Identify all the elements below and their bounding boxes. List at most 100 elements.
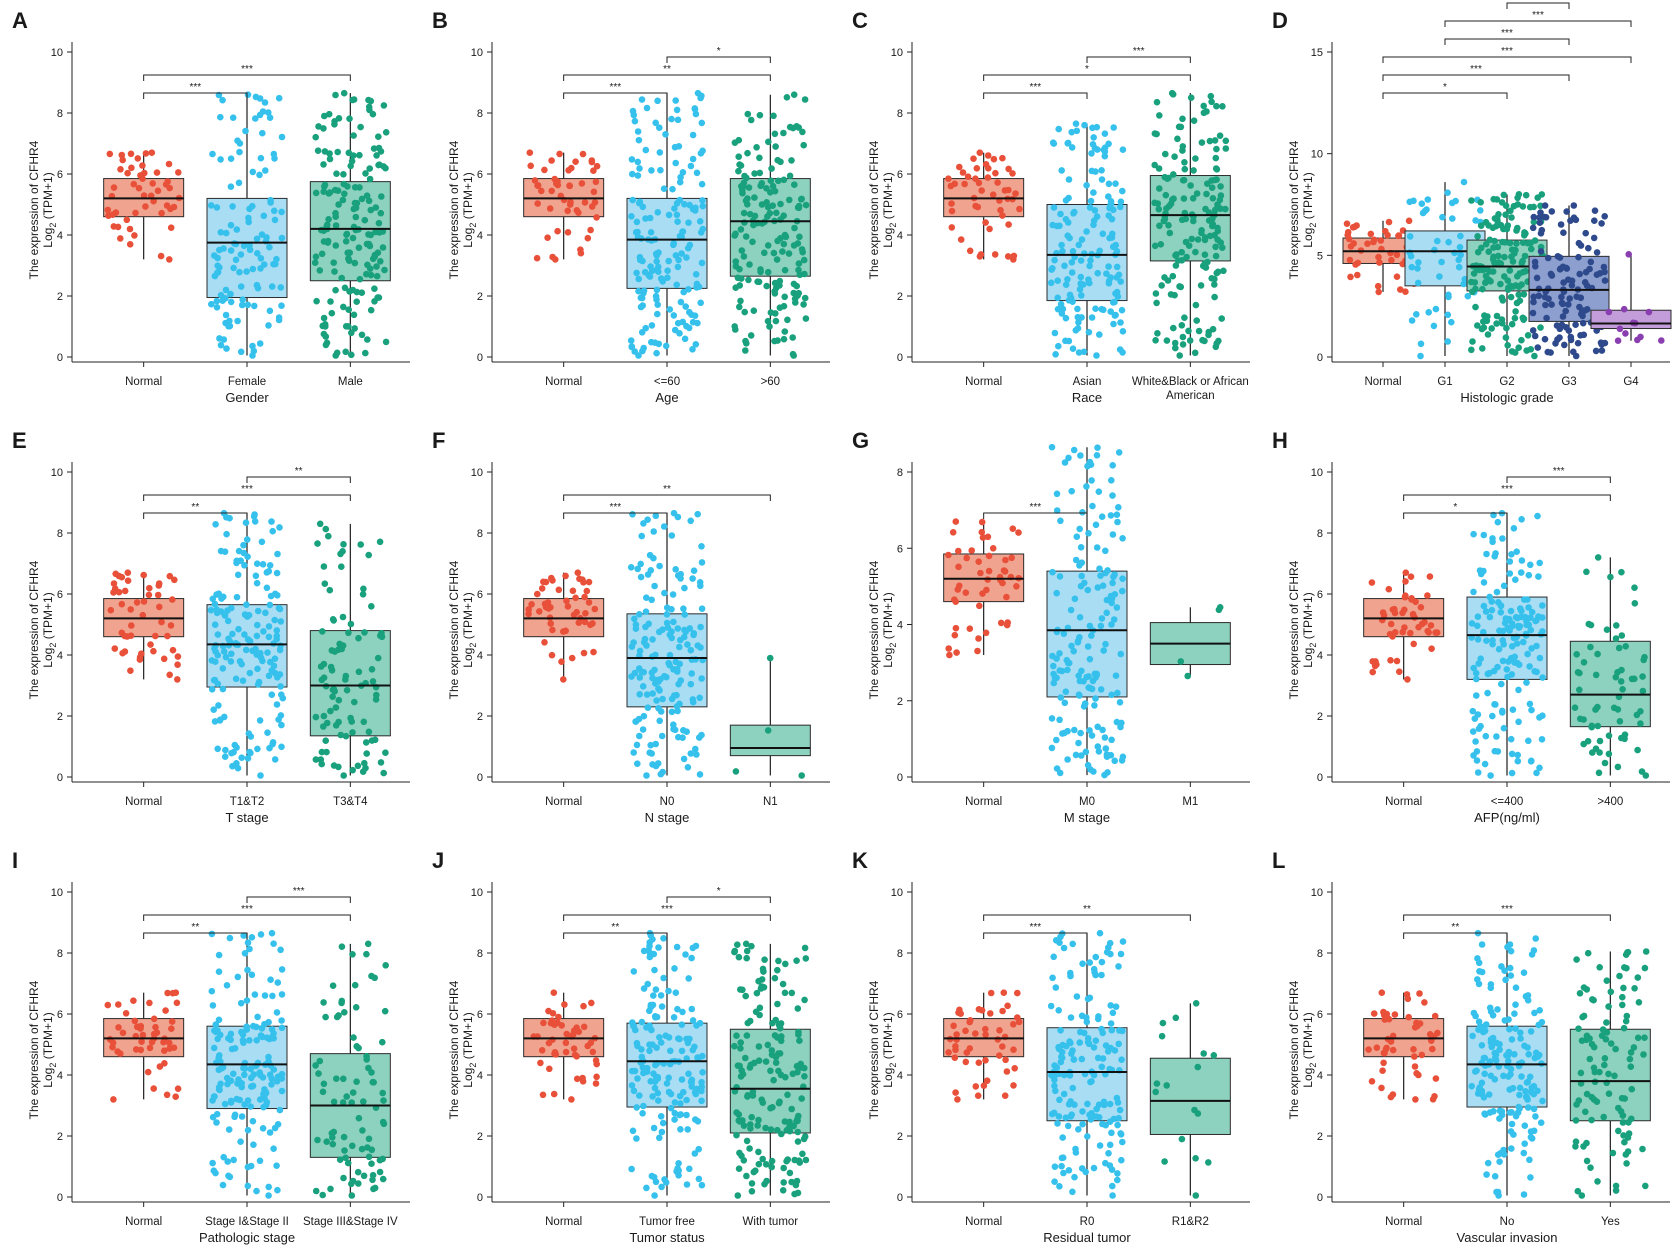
data-point <box>244 966 251 974</box>
data-point <box>1077 257 1085 264</box>
data-point <box>221 753 229 760</box>
data-point <box>1413 311 1420 318</box>
data-point <box>770 112 777 120</box>
data-point <box>1635 999 1643 1006</box>
data-point <box>735 953 743 961</box>
data-point <box>139 1031 147 1039</box>
data-point <box>1494 518 1502 526</box>
panel-letter: I <box>12 848 18 873</box>
data-point <box>697 644 704 651</box>
data-point <box>237 348 245 356</box>
y-tick-label: 6 <box>57 1009 63 1021</box>
data-point <box>337 550 344 558</box>
data-point <box>1614 763 1622 771</box>
data-point <box>318 250 326 258</box>
data-point <box>974 647 981 655</box>
data-point <box>755 1043 763 1050</box>
data-point <box>966 625 974 632</box>
data-point <box>1086 262 1093 270</box>
data-point <box>1520 638 1527 646</box>
data-point <box>648 167 655 174</box>
data-point <box>1505 1057 1512 1065</box>
data-point <box>1096 1142 1104 1149</box>
y-tick-label: 6 <box>1317 1009 1323 1021</box>
data-point <box>1198 227 1205 234</box>
data-point <box>978 528 986 536</box>
data-point <box>526 149 534 156</box>
data-point <box>359 768 367 775</box>
data-point <box>169 596 176 603</box>
data-point <box>1583 1139 1590 1147</box>
data-point <box>946 651 953 659</box>
data-point <box>1073 533 1081 540</box>
data-point <box>166 1045 173 1052</box>
data-point <box>345 629 352 637</box>
data-point <box>1582 1108 1589 1116</box>
data-point <box>355 668 363 676</box>
data-point <box>1605 1090 1613 1097</box>
data-point <box>1049 974 1056 982</box>
y-tick-label: 4 <box>57 1070 63 1082</box>
data-point <box>246 246 254 254</box>
data-point <box>171 576 178 584</box>
data-point <box>698 605 706 612</box>
data-point <box>258 1025 266 1032</box>
data-point <box>1052 937 1060 944</box>
panel-letter: F <box>432 428 445 453</box>
data-point <box>779 980 787 988</box>
data-point <box>991 251 999 258</box>
data-point <box>1612 1187 1620 1194</box>
data-point <box>1587 621 1595 629</box>
data-point <box>1500 582 1508 590</box>
data-point <box>320 712 328 720</box>
data-point <box>1618 734 1625 742</box>
y-tick-label: 6 <box>477 1009 483 1021</box>
y-tick-label: 8 <box>897 467 903 479</box>
data-point <box>1530 293 1537 301</box>
data-point <box>1187 94 1195 101</box>
data-point <box>643 642 650 649</box>
data-point <box>1071 1101 1078 1108</box>
data-point <box>1222 145 1230 152</box>
data-point <box>1119 187 1126 195</box>
data-point <box>1491 1173 1499 1180</box>
data-point <box>1588 1116 1595 1124</box>
data-point <box>1064 756 1071 763</box>
data-point <box>209 1159 216 1167</box>
data-point <box>1480 579 1488 586</box>
data-point <box>647 567 655 574</box>
data-point <box>213 591 220 598</box>
data-point <box>691 1150 699 1157</box>
group-4 <box>1590 251 1672 345</box>
data-point <box>1518 259 1526 267</box>
data-point <box>1479 345 1486 352</box>
data-point <box>1048 744 1056 752</box>
data-point <box>1489 535 1496 542</box>
data-point <box>976 149 984 156</box>
data-point <box>1055 342 1062 350</box>
data-point <box>989 545 997 552</box>
data-point <box>358 331 366 339</box>
data-point <box>1489 640 1496 648</box>
data-point <box>1548 301 1555 308</box>
data-point <box>1512 576 1519 583</box>
data-point <box>962 1027 969 1035</box>
data-point <box>219 297 226 305</box>
data-point <box>693 751 700 758</box>
data-point <box>1151 199 1158 207</box>
data-point <box>1076 286 1084 293</box>
data-point <box>1478 941 1486 948</box>
data-point <box>217 341 225 349</box>
data-point <box>1607 988 1615 996</box>
data-point <box>1107 1020 1115 1027</box>
data-point <box>631 669 639 677</box>
data-point <box>802 201 810 209</box>
data-point <box>252 93 260 101</box>
data-point <box>1503 666 1511 673</box>
data-point <box>214 269 221 277</box>
data-point <box>1391 1011 1399 1018</box>
data-point <box>631 117 639 125</box>
data-point <box>1194 236 1202 243</box>
